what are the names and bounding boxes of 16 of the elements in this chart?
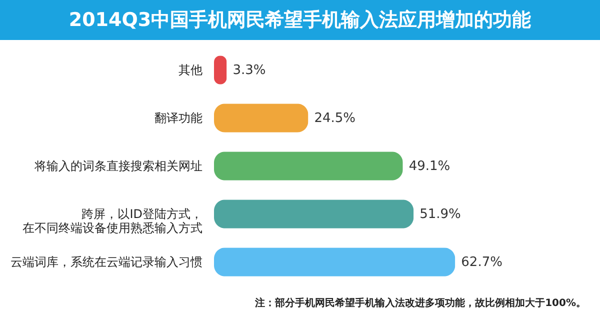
data-label: 3.3% [232, 63, 266, 78]
data-label: 49.1% [408, 159, 450, 174]
y-tick-label: 云端词库，系统在云端记录输入习惯 [10, 255, 202, 269]
bar [214, 248, 456, 276]
data-label: 24.5% [314, 111, 356, 126]
bar [214, 200, 414, 228]
y-tick-label: 其他 [178, 63, 202, 77]
data-label: 51.9% [420, 207, 461, 222]
chart-title: 2014Q3中国手机网民希望手机输入法应用增加的功能 [0, 0, 600, 40]
bar [214, 152, 403, 180]
data-label: 62.7% [461, 255, 502, 270]
y-tick-label: 将输入的词条直接搜索相关网址 [34, 159, 202, 173]
bar [214, 104, 308, 132]
y-tick-label: 翻译功能 [154, 111, 202, 125]
text: 注：部分手机网民希望手机输入法改进多项功能，故比例相加大于100%。 [255, 296, 586, 310]
y-tick-label: 跨屏，以ID登陆方式，在不同终端设备使用熟悉输入方式 [22, 207, 202, 235]
